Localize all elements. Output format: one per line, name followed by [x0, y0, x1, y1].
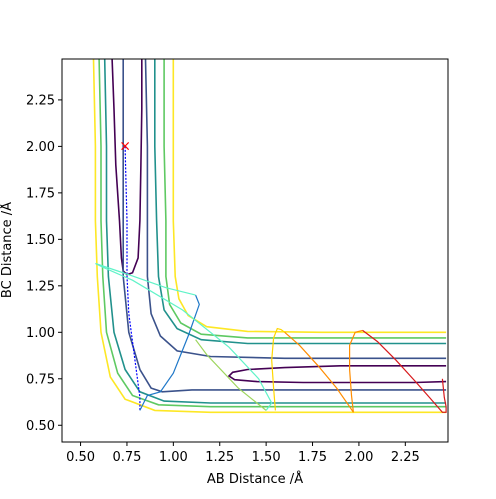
y-tick-label: 0.50	[26, 419, 55, 434]
x-tick-label: 0.75	[112, 450, 141, 465]
y-axis-label: BC Distance /Å	[0, 202, 15, 298]
y-tick-label: 0.75	[26, 372, 55, 387]
contour-line-1-0	[144, 59, 447, 360]
x-tick-label: 2.00	[344, 450, 373, 465]
y-tick-label: 2.25	[26, 93, 55, 108]
y-tick-label: 2.00	[26, 140, 55, 155]
y-axis: 0.50 0.75 1.00 1.25 1.50 1.75 2.00 2.25	[26, 93, 62, 434]
plot-area: ×	[92, 59, 447, 414]
y-tick-label: 1.50	[26, 233, 55, 248]
x-tick-label: 2.25	[391, 450, 420, 465]
trajectory-segment-3	[195, 339, 267, 411]
trajectory-segment-6	[362, 329, 447, 413]
x-axis-label: AB Distance /Å	[207, 471, 303, 487]
x-tick-label: 0.50	[66, 450, 95, 465]
y-tick-label: 1.00	[26, 326, 55, 341]
start-marker: ×	[119, 138, 131, 154]
contour-line-1-1	[122, 59, 447, 393]
trajectory-segment-0	[124, 146, 141, 411]
x-tick-label: 1.75	[298, 450, 327, 465]
axes-frame	[61, 58, 449, 443]
contour-line-2-1	[154, 59, 447, 345]
contour-line-4-0	[92, 59, 447, 414]
y-tick-label: 1.75	[26, 186, 55, 201]
x-tick-label: 1.50	[252, 450, 281, 465]
trajectory-segment-1	[139, 294, 200, 411]
y-tick-label: 1.25	[26, 279, 55, 294]
trajectory-segment-5	[284, 329, 363, 413]
x-axis: 0.50 0.75 1.00 1.25 1.50 1.75 2.00 2.25	[66, 442, 420, 465]
contour-line-3-0	[98, 59, 447, 408]
contour-line-2-0	[103, 59, 447, 404]
contour-line-0-1	[227, 365, 447, 384]
trajectory-segment-2	[95, 262, 273, 411]
trajectory-segment-4	[271, 327, 286, 411]
x-tick-label: 1.00	[159, 450, 188, 465]
contour-line-3-1	[163, 59, 447, 339]
x-tick-label: 1.25	[205, 450, 234, 465]
